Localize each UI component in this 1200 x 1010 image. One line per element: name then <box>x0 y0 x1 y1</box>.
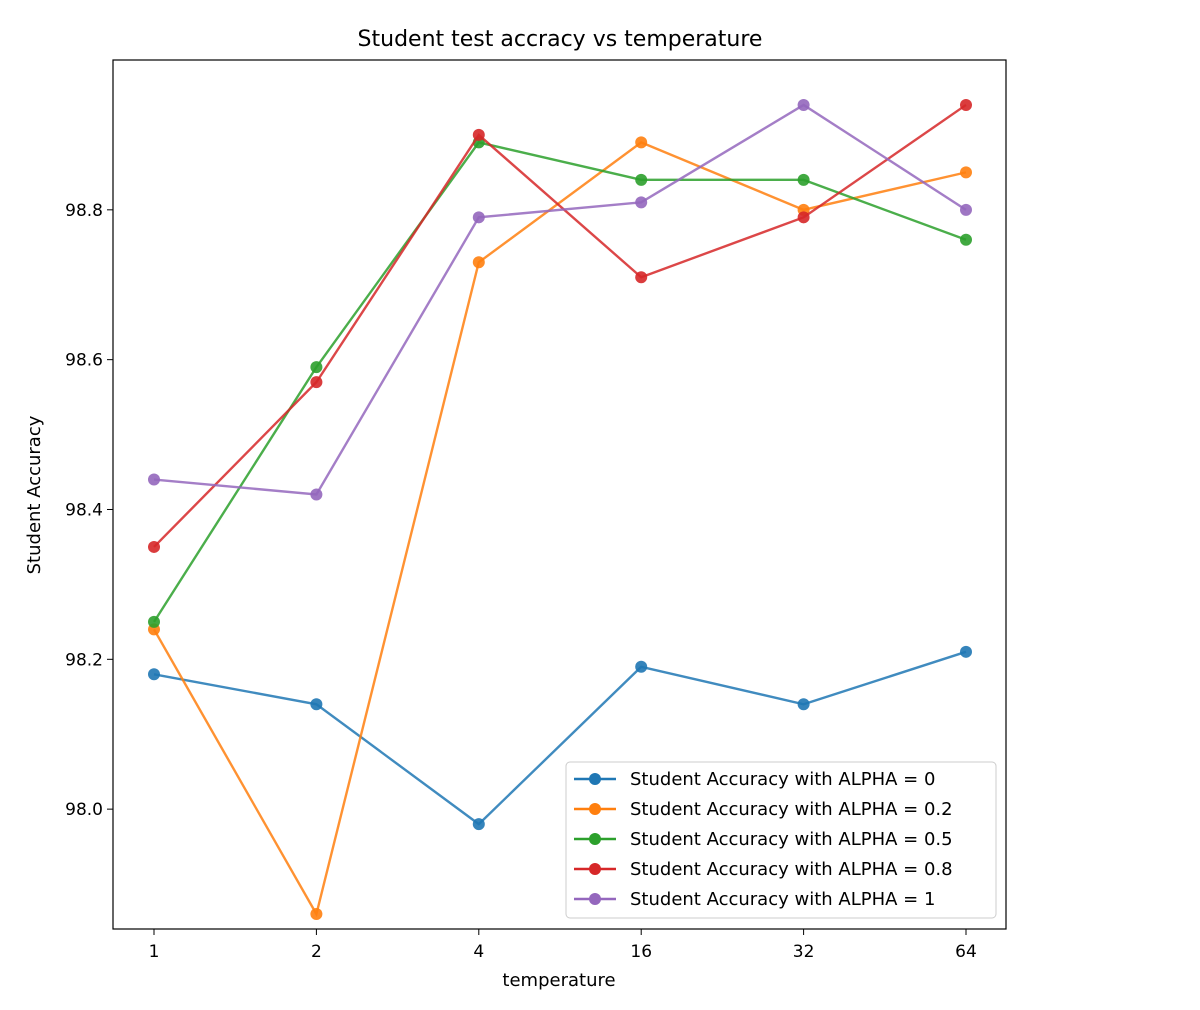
legend-item: Student Accuracy with ALPHA = 0.2 <box>574 799 953 820</box>
data-point <box>797 211 810 224</box>
series-3 <box>148 98 972 553</box>
data-point <box>472 128 485 141</box>
legend: Student Accuracy with ALPHA = 0 Student A… <box>565 761 997 919</box>
data-point <box>797 98 810 111</box>
legend-label: Student Accuracy with ALPHA = 0.2 <box>630 799 953 820</box>
data-point <box>148 473 160 486</box>
data-point <box>310 376 323 389</box>
legend-marker <box>589 863 601 875</box>
y-axis: 98.0 98.2 98.4 98.6 98.8 <box>65 201 113 820</box>
series-0 <box>148 645 972 831</box>
y-axis-label: Student Accuracy <box>24 415 45 574</box>
y-tick-label: 98.6 <box>65 351 103 371</box>
series-4 <box>148 98 972 501</box>
data-point <box>310 361 323 374</box>
legend-label: Student Accuracy with ALPHA = 0 <box>630 769 935 790</box>
data-point <box>797 698 810 711</box>
x-axis: 1 2 4 16 32 64 <box>149 929 977 962</box>
data-point <box>148 615 160 628</box>
data-point <box>310 488 323 501</box>
legend-label: Student Accuracy with ALPHA = 1 <box>630 889 935 910</box>
legend-marker <box>589 893 601 905</box>
data-point <box>310 908 323 921</box>
data-point <box>635 660 648 673</box>
y-tick-label: 98.8 <box>65 201 103 221</box>
series-1 <box>148 136 972 921</box>
legend-marker <box>589 833 601 845</box>
x-tick-label: 2 <box>311 942 322 962</box>
data-point <box>472 256 485 269</box>
y-tick-label: 98.4 <box>65 500 103 520</box>
legend-item: Student Accuracy with ALPHA = 0.8 <box>574 859 953 880</box>
legend-label: Student Accuracy with ALPHA = 0.8 <box>630 859 953 880</box>
legend-marker <box>589 773 601 785</box>
plot-frame <box>112 59 1007 930</box>
series-layer <box>148 98 972 921</box>
series-line <box>153 103 967 496</box>
legend-label: Student Accuracy with ALPHA = 0.5 <box>630 829 953 850</box>
series-line <box>152 141 967 918</box>
data-point <box>635 271 648 284</box>
x-tick-label: 16 <box>630 942 652 962</box>
x-tick-label: 32 <box>793 942 815 962</box>
legend-item: Student Accuracy with ALPHA = 1 <box>574 889 935 910</box>
y-tick-label: 98.2 <box>65 650 103 670</box>
data-point <box>960 233 972 246</box>
data-point <box>797 173 810 186</box>
data-point <box>472 818 485 831</box>
data-point <box>472 211 485 224</box>
data-point <box>960 203 972 216</box>
data-point <box>635 173 648 186</box>
series-line <box>153 103 967 548</box>
x-tick-label: 1 <box>149 942 160 962</box>
data-point <box>148 540 160 553</box>
y-tick-label: 98.0 <box>65 800 103 820</box>
data-point <box>960 645 972 658</box>
x-tick-label: 4 <box>473 942 484 962</box>
series-line <box>152 141 967 623</box>
legend-item: Student Accuracy with ALPHA = 0.5 <box>574 829 953 850</box>
data-point <box>635 136 648 149</box>
data-point <box>960 98 972 111</box>
x-axis-label: temperature <box>502 970 615 991</box>
legend-box <box>565 761 997 919</box>
series-line <box>153 650 967 826</box>
data-point <box>148 668 160 681</box>
legend-marker <box>589 803 601 815</box>
legend-item: Student Accuracy with ALPHA = 0 <box>574 769 935 790</box>
data-point <box>960 166 972 179</box>
data-point <box>310 698 323 711</box>
x-tick-label: 64 <box>955 942 977 962</box>
data-point <box>635 196 648 209</box>
chart-title: Student test accracy vs temperature <box>358 27 763 52</box>
